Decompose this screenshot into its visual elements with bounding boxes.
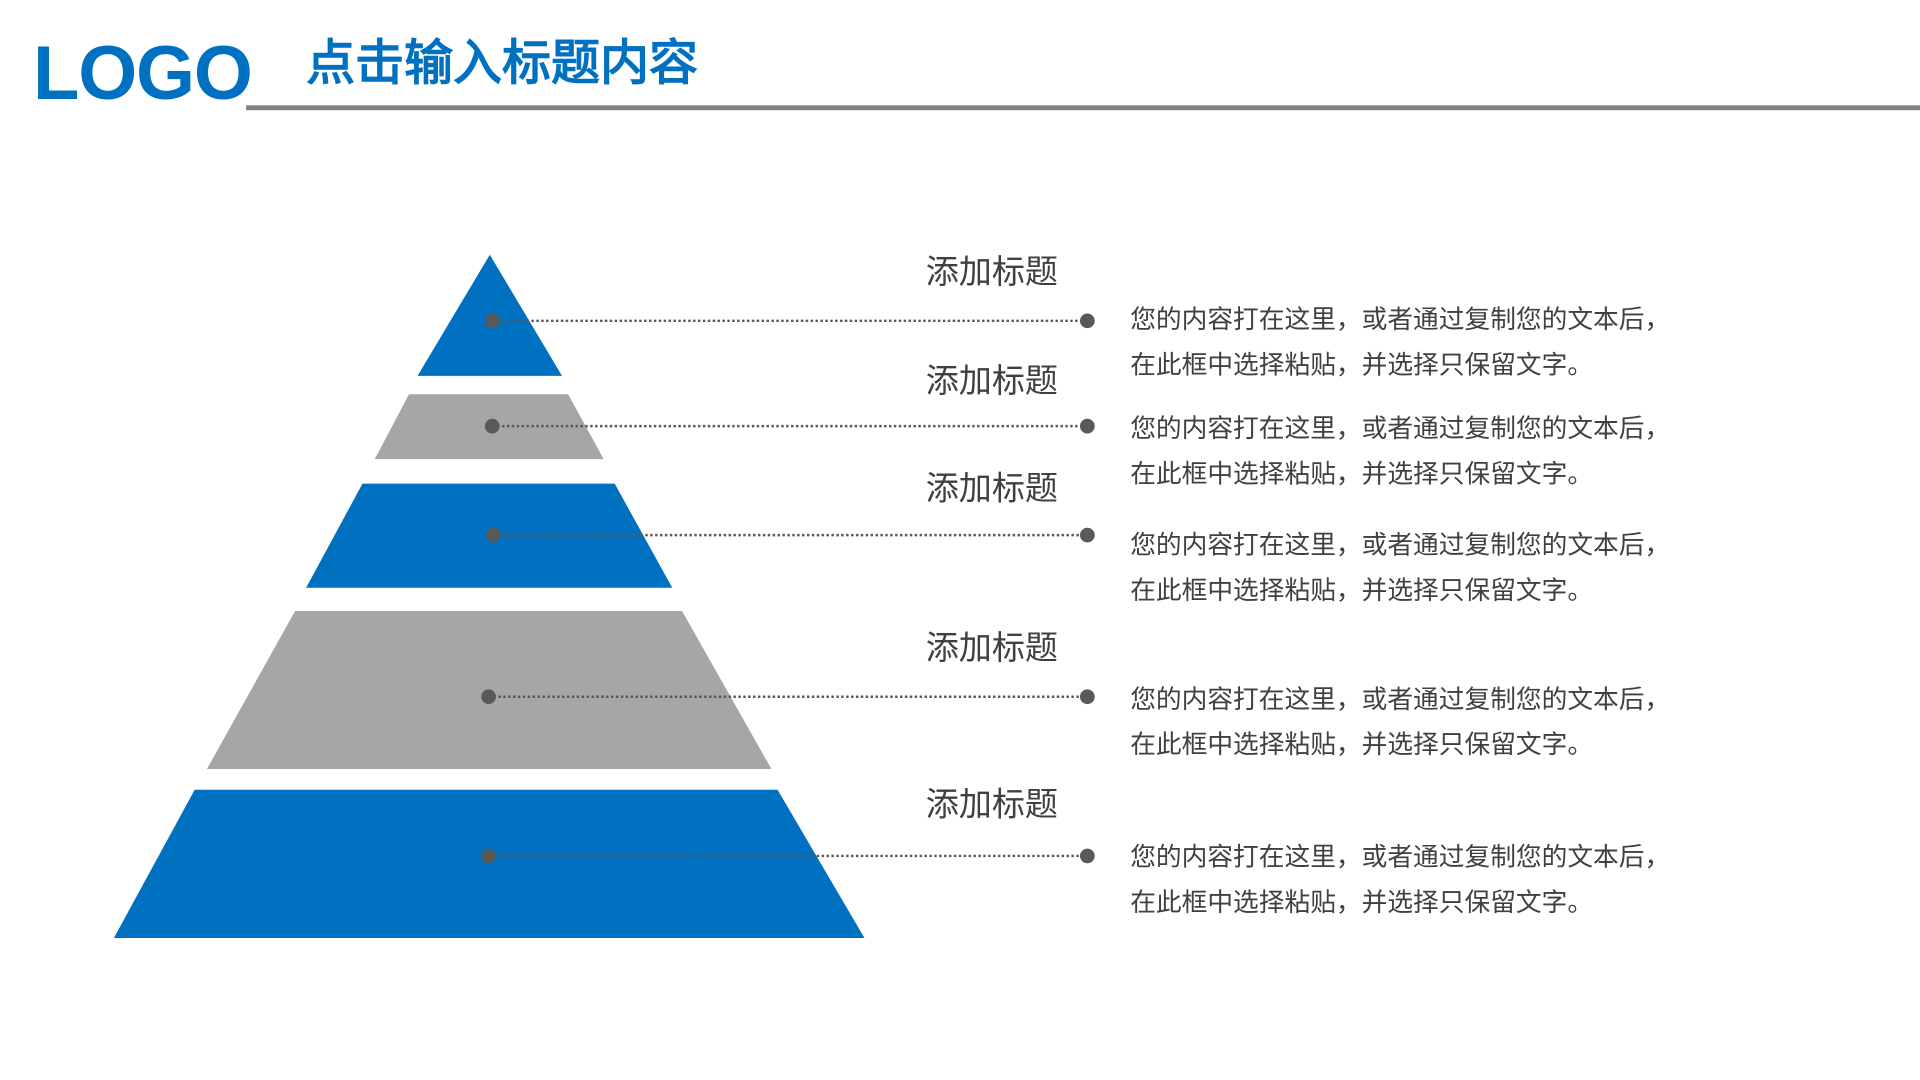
logo: LOGO (33, 31, 253, 117)
body-line: 您的内容打在这里，或者通过复制您的文本后， (1130, 304, 1671, 335)
level-title-4[interactable]: 添加标题 (925, 629, 1058, 668)
body-line: 在此框中选择粘贴，并选择只保留文字。 (1130, 459, 1594, 489)
end-dot-icon (1080, 689, 1095, 705)
body-line: 在此框中选择粘贴，并选择只保留文字。 (1130, 350, 1594, 380)
body-line: 您的内容打在这里，或者通过复制您的文本后， (1130, 530, 1671, 560)
level-title-2[interactable]: 添加标题 (925, 362, 1058, 401)
body-line: 在此框中选择粘贴，并选择只保留文字。 (1130, 729, 1594, 760)
level-title-3[interactable]: 添加标题 (925, 470, 1058, 509)
body-line: 在此框中选择粘贴，并选择只保留文字。 (1130, 575, 1594, 605)
page-title[interactable]: 点击输入标题内容 (306, 35, 698, 92)
start-dot-icon (481, 848, 496, 864)
end-dot-icon (1080, 313, 1095, 329)
start-dot-icon (484, 313, 500, 329)
end-dot-icon (1080, 418, 1095, 434)
body-line: 您的内容打在这里，或者通过复制您的文本后， (1130, 842, 1671, 872)
level-title-5[interactable]: 添加标题 (925, 786, 1058, 825)
level-title-1[interactable]: 添加标题 (925, 253, 1058, 292)
body-line: 您的内容打在这里，或者通过复制您的文本后， (1130, 684, 1671, 714)
start-dot-icon (484, 418, 500, 434)
body-line: 您的内容打在这里，或者通过复制您的文本后， (1130, 413, 1671, 444)
start-dot-icon (481, 689, 496, 705)
end-dot-icon (1080, 848, 1095, 864)
header-divider (246, 105, 1920, 111)
level-body-5[interactable]: 您的内容打在这里，或者通过复制您的文本后， 在此框中选择粘贴，并选择只保留文字。 (1130, 835, 1670, 926)
level-body-4[interactable]: 您的内容打在这里，或者通过复制您的文本后， 在此框中选择粘贴，并选择只保留文字。 (1130, 677, 1670, 768)
level-body-1[interactable]: 您的内容打在这里，或者通过复制您的文本后， 在此框中选择粘贴，并选择只保留文字。 (1130, 298, 1670, 389)
level-body-3[interactable]: 您的内容打在这里，或者通过复制您的文本后， 在此框中选择粘贴，并选择只保留文字。 (1130, 523, 1670, 614)
body-line: 在此框中选择粘贴，并选择只保留文字。 (1130, 887, 1594, 918)
start-dot-icon (486, 527, 501, 543)
level-body-2[interactable]: 您的内容打在这里，或者通过复制您的文本后， 在此框中选择粘贴，并选择只保留文字。 (1130, 407, 1670, 498)
pyramid-level-5 (113, 789, 865, 938)
end-dot-icon (1080, 527, 1095, 543)
